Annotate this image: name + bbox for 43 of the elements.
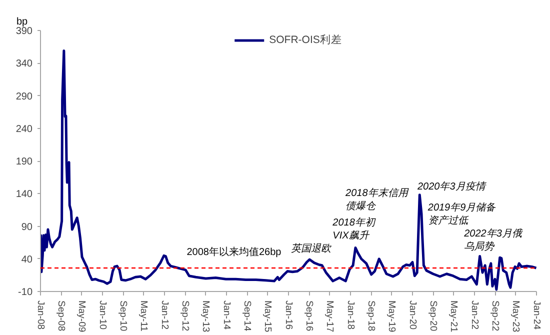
x-tick-label: Sep-14 (242, 300, 253, 332)
y-tick-label: 40 (21, 254, 33, 266)
x-tick-label: May-11 (138, 300, 150, 332)
x-tick-label: Jan-22 (469, 300, 480, 330)
y-tick-label: -10 (18, 287, 33, 298)
x-tick-label: Jan-12 (159, 300, 170, 330)
x-tick-label: Sep-18 (366, 300, 377, 332)
y-axis-title: bp (16, 16, 28, 28)
annotation: 2018年末信用债爆仓 (344, 187, 409, 212)
x-tick-label: May-19 (386, 300, 398, 332)
x-tick-label: May-21 (448, 300, 460, 332)
y-tick-label: 390 (16, 26, 33, 37)
y-tick-label: 340 (16, 58, 33, 70)
legend-label: SOFR-OIS利差 (269, 33, 342, 47)
x-tick-label: May-13 (200, 300, 212, 332)
x-tick-label: Jan-08 (35, 300, 46, 330)
annotation: 2018年初VIX飙升 (332, 216, 376, 242)
x-tick-label: Sep-20 (428, 300, 439, 332)
y-tick-label: 90 (21, 222, 33, 233)
y-tick-label: 290 (16, 91, 33, 102)
x-tick-label: Jan-14 (221, 300, 232, 330)
x-tick-label: Jan-20 (407, 300, 418, 330)
x-tick-label: May-17 (324, 300, 336, 332)
x-tick-label: Jan-24 (531, 300, 542, 330)
y-tick-label: 240 (16, 124, 33, 135)
x-tick-label: May-15 (262, 300, 274, 332)
x-tick-label: Sep-22 (490, 300, 501, 332)
x-tick-label: Sep-16 (304, 300, 315, 332)
annotation: 2020年3月疫情 (416, 180, 488, 193)
x-tick-label: May-23 (510, 300, 522, 332)
x-tick-label: Sep-10 (118, 300, 129, 332)
x-tick-label: May-09 (76, 300, 88, 332)
annotation: 2022年3月俄乌局势 (463, 228, 523, 253)
x-tick-label: Jan-16 (283, 300, 294, 330)
annotation: 英国退欧 (290, 242, 332, 255)
x-tick-label: Jan-18 (345, 300, 356, 330)
annotation: 2019年9月储备资产过低 (426, 201, 497, 227)
x-tick-label: Jan-10 (97, 300, 108, 330)
y-tick-label: 190 (16, 156, 33, 168)
y-tick-label: 140 (16, 189, 33, 200)
x-tick-label: Sep-12 (180, 300, 191, 332)
x-tick-label: Sep-08 (56, 300, 67, 332)
ref-line-label: 2008年以来均值26bp (186, 246, 282, 258)
